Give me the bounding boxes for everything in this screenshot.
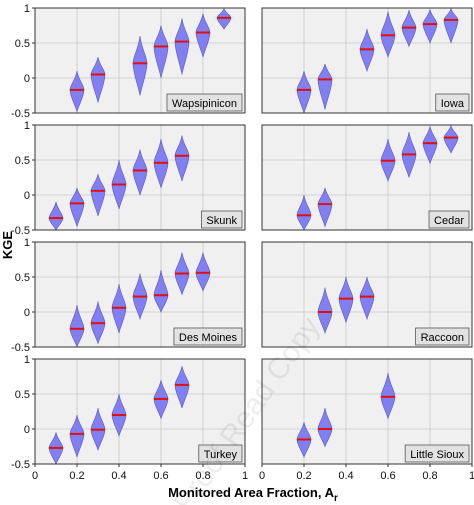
panel-label-text: Cedar: [434, 215, 464, 227]
violin-shape: [69, 187, 85, 227]
x-axis-title: Monitored Area Fraction, Ar: [168, 485, 338, 504]
y-tick-label: 0.5: [15, 272, 30, 284]
panel-frame: [261, 241, 473, 348]
violin-shape: [90, 173, 106, 217]
violin-shape: [317, 187, 333, 228]
violin-shape: [90, 56, 106, 103]
panel-skunk: Skunk -0.5 0 0.5 1: [11, 120, 246, 237]
panel-frame: [34, 124, 246, 231]
panel-frame: [261, 7, 473, 114]
y-tick-label: 0.5: [15, 155, 30, 167]
violin-shape: [359, 276, 375, 321]
violin-shape: [195, 252, 211, 292]
panel-label-box: [173, 327, 243, 346]
x-tick-label: 1: [242, 470, 248, 482]
violin-shape: [174, 18, 190, 75]
panel-label-text: Wapsipinicon: [172, 98, 237, 110]
panel-label-box: [415, 327, 470, 346]
y-tick-label: -0.5: [11, 342, 30, 354]
panel-label-box: [428, 210, 470, 229]
y-tick-label: -0.5: [11, 459, 30, 471]
y-tick-label: 1: [24, 3, 30, 15]
panel-label-text: Skunk: [206, 215, 237, 227]
y-tick-label: 1: [24, 354, 30, 366]
panel-frame: [261, 124, 473, 231]
violin-shape: [422, 126, 438, 165]
violin-shape: [69, 414, 85, 458]
x-tick-label: 0.8: [195, 470, 210, 482]
violin-shape: [338, 276, 354, 323]
x-tick-label: 0: [259, 470, 265, 482]
panel-iowa: Iowa: [261, 7, 473, 114]
violin-shape: [132, 149, 148, 196]
violin-shape: [69, 70, 85, 113]
x-tick-label: 0.8: [422, 470, 437, 482]
panel-cedar: Cedar: [261, 124, 473, 231]
panels-group: Wapsipinicon-0.500.51IowaSkunk-0.500.51C…: [11, 3, 474, 482]
x-tick-label: 0.2: [296, 470, 311, 482]
violin-shape: [174, 135, 190, 182]
x-tick-label: 0.4: [111, 470, 126, 482]
violin-shape: [380, 11, 396, 59]
panel-des-moines: Des Moines -0.5 0 0.5 1: [11, 237, 246, 354]
panel-label-box: [404, 444, 470, 463]
panel-label-text: Raccoon: [421, 332, 464, 344]
violin-shape: [317, 407, 333, 448]
panel-turkey: Turkey-0.500.510 0.2 0.4 0.6 0.8 1: [11, 354, 248, 482]
panel-frame: [34, 7, 246, 114]
violin-shape: [443, 7, 459, 44]
panel-frame: [34, 241, 246, 348]
violin-shape: [317, 63, 333, 110]
y-tick-label: -0.5: [11, 108, 30, 120]
panel-label-box: [166, 93, 243, 112]
y-tick-label: 0.5: [15, 389, 30, 401]
panel-little-sioux: Little Sioux 0 0.2 0.4 0.6 0.8 1: [259, 358, 474, 482]
x-axis-title-subscript: r: [334, 493, 338, 504]
violin-shape: [195, 13, 211, 58]
violin-shape: [216, 7, 232, 30]
x-tick-label: 0.6: [153, 470, 168, 482]
panel-label-box: [201, 210, 243, 229]
x-tick-label: 0.2: [69, 470, 84, 482]
x-tick-label: 1: [469, 470, 474, 482]
y-tick-label: 1: [24, 237, 30, 249]
violin-shape: [132, 35, 148, 96]
x-tick-label: 0.4: [338, 470, 353, 482]
panel-label-box: [435, 93, 470, 112]
violin-shape: [317, 287, 333, 335]
y-tick-label: 0: [24, 190, 30, 202]
y-tick-label: 0: [24, 424, 30, 436]
panel-raccoon: Raccoon: [261, 241, 473, 348]
y-axis-title: KGE: [0, 231, 15, 260]
y-tick-label: 0.5: [15, 38, 30, 50]
panel-label-text: Des Moines: [179, 332, 238, 344]
violin-shape: [153, 25, 169, 79]
panel-label-box: [198, 444, 243, 463]
violin-shape: [174, 365, 190, 409]
panel-frame: [261, 358, 473, 465]
y-tick-label: 0: [24, 73, 30, 85]
violin-shape: [443, 124, 459, 154]
panel-label-text: Iowa: [441, 98, 465, 110]
panel-frame: [34, 358, 246, 465]
y-tick-label: 0: [24, 307, 30, 319]
panel-wapsipinicon: Wapsipinicon -0.5 0 0.5 1: [11, 3, 246, 120]
panel-label-text: Turkey: [204, 449, 238, 461]
violin-shape: [380, 372, 396, 420]
violin-shape: [153, 269, 169, 313]
x-axis-title-main: Monitored Area Fraction, A: [168, 485, 334, 500]
x-tick-label: 0.6: [380, 470, 395, 482]
y-tick-label: 1: [24, 120, 30, 132]
y-tick-label: -0.5: [11, 225, 30, 237]
panel-label-text: Little Sioux: [410, 449, 464, 461]
violin-shape: [422, 9, 438, 45]
x-tick-label: 0: [32, 470, 38, 482]
